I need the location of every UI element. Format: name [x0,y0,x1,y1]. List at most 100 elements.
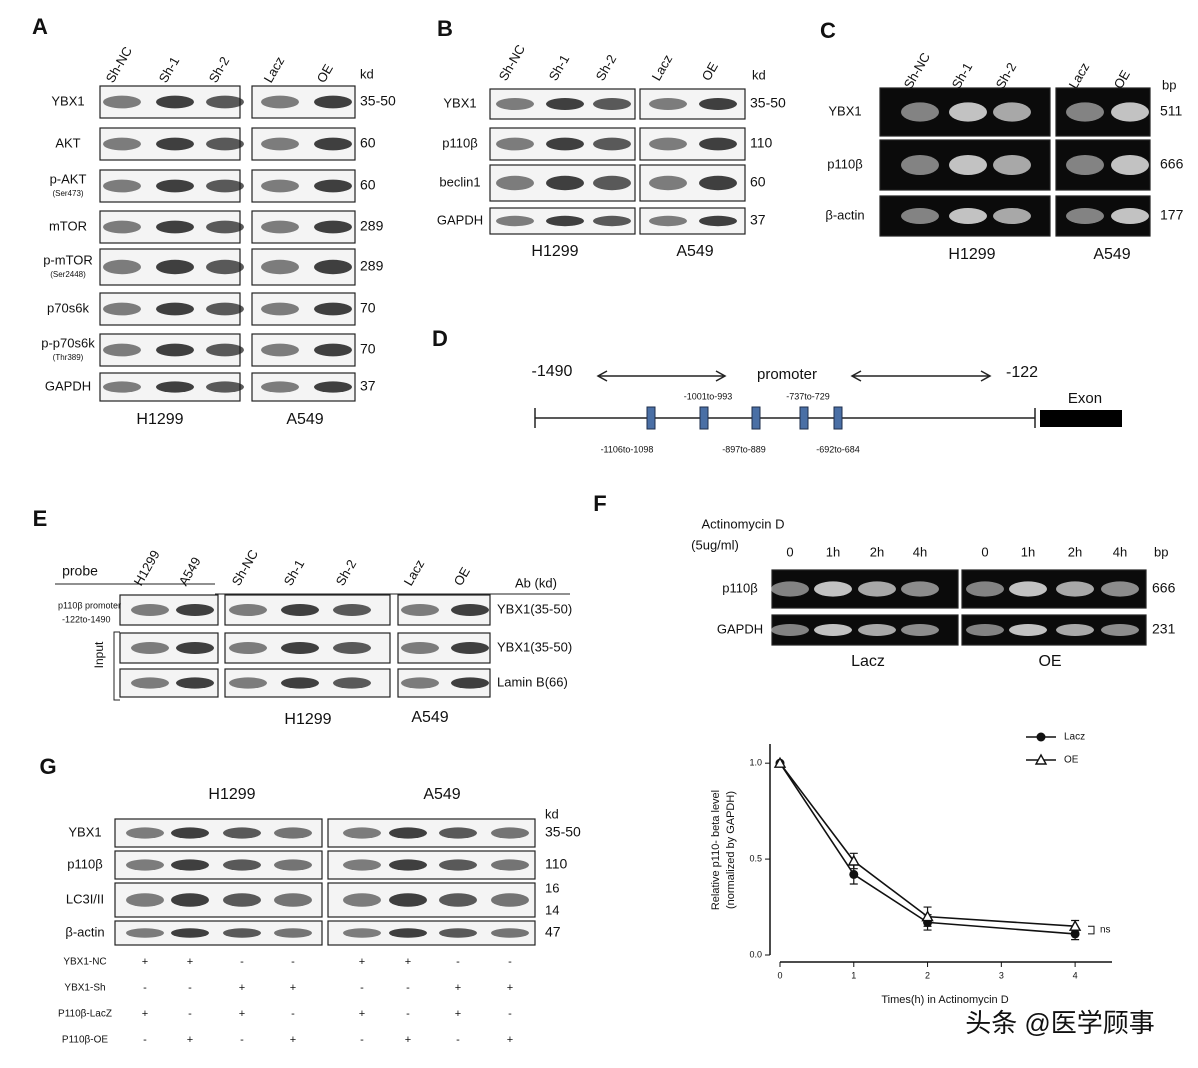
site-label: (Ser2448) [50,270,86,279]
y-tick-label: 1.0 [749,758,762,768]
band [206,302,244,316]
band [1111,155,1149,175]
band [103,179,141,193]
arrowhead [980,370,992,382]
band [126,893,164,907]
band [496,215,534,227]
band [314,343,352,357]
binding-site [833,406,843,430]
band [103,259,141,275]
band [901,581,939,597]
cell-line-label: A549 [676,243,713,260]
band [126,928,164,938]
x-tick-label: 1 [851,970,856,980]
band [156,381,194,393]
band [333,642,371,654]
cell-line-label: H1299 [284,711,331,728]
band [699,175,737,191]
binding-site [646,406,656,430]
band [439,928,477,938]
lane-label: 1h [826,544,840,559]
band [993,155,1031,175]
row-label: p-AKT [50,171,87,186]
band [949,155,987,175]
band [156,220,194,234]
band [261,179,299,193]
lane-label: 0 [981,544,988,559]
band [546,98,584,110]
row-label: p110β [67,856,102,871]
band [496,175,534,191]
condition-mark: + [290,1034,296,1046]
size-label: 37 [750,212,766,228]
probe-label: probe [62,563,98,579]
row-label: GAPDH [45,378,91,393]
band [156,95,194,109]
condition-mark: - [406,1008,410,1020]
band [314,302,352,316]
group-label: A549 [423,786,460,803]
cell-line-label: H1299 [136,411,183,428]
x-axis-label: Times(h) in Actinomycin D [881,994,1008,1006]
condition-mark: + [405,1034,411,1046]
band [206,381,244,393]
band [261,95,299,109]
row-label: p110β [722,580,757,595]
condition-label: P110β-OE [62,1035,108,1046]
size-label: 37 [360,378,376,394]
band [966,624,1004,636]
unit-label: kd [545,806,559,821]
panel-label: F [593,491,606,516]
condition-mark: - [143,982,147,994]
y-tick-label: 0.5 [749,853,762,863]
band [771,581,809,597]
row-label: AKT [55,135,80,150]
probe-name: p110β promoter [58,600,121,610]
band [1111,208,1149,224]
input-bracket [113,631,120,701]
band [126,827,164,839]
antibody-label: Lamin B(66) [497,674,568,689]
size-label: 35-50 [360,93,396,109]
band [281,642,319,654]
band [401,642,439,654]
band [314,95,352,109]
legend-marker [1034,753,1048,765]
band [206,179,244,193]
band [966,581,1004,597]
condition-mark: + [455,982,461,994]
band [389,893,427,907]
arrowhead [850,370,862,382]
band [546,215,584,227]
condition-mark: + [507,1034,513,1046]
ns-bracket [1088,925,1095,935]
lane-label: 2h [870,544,884,559]
row-label: LC3I/II [66,891,104,906]
x-tick-label: 2 [925,970,930,980]
antibody-label: YBX1(35-50) [497,601,572,616]
panel-label: G [39,754,56,779]
band [1101,581,1139,597]
annotation: ns [1100,925,1111,936]
condition-label: YBX1-Sh [64,983,105,994]
point [849,869,859,879]
arrowhead [596,370,608,382]
band [439,859,477,871]
position-label: -1490 [532,363,573,380]
cell-line-label: H1299 [531,243,578,260]
band [131,642,169,654]
unit-label: bp [1154,544,1168,559]
probe-name: -122to-1490 [62,614,111,624]
band [229,642,267,654]
lane-label: 2h [1068,544,1082,559]
band [649,175,687,191]
band [649,215,687,227]
condition-mark: - [360,982,364,994]
site-label: -897to-889 [722,444,766,454]
condition-mark: - [240,1034,244,1046]
lane-label: 1h [1021,544,1035,559]
condition-mark: + [239,982,245,994]
band [229,677,267,689]
exon-box [1040,410,1122,427]
